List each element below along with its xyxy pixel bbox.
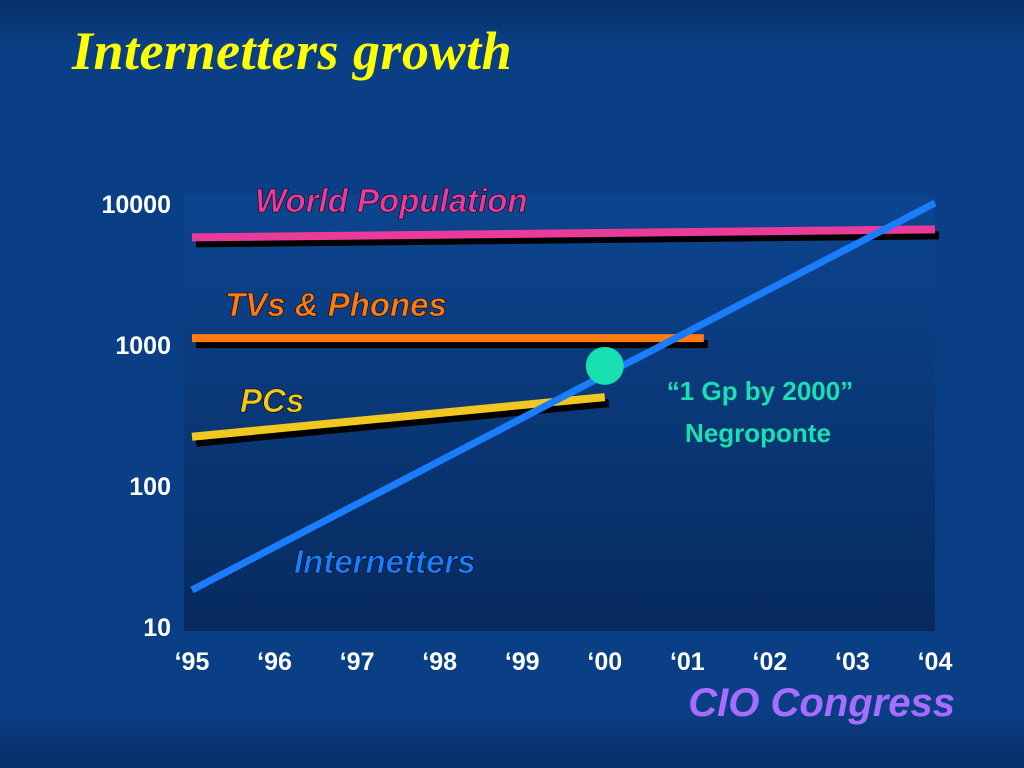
x-tick-label: ‘96 xyxy=(257,648,292,676)
x-tick-label: ‘98 xyxy=(422,648,457,676)
x-tick-label: ‘97 xyxy=(340,648,375,676)
series-label-pcs: PCs xyxy=(240,382,304,419)
x-tick-label: ‘04 xyxy=(918,648,953,676)
footer-label: CIO Congress xyxy=(688,681,955,725)
x-tick-label: ‘02 xyxy=(753,648,788,676)
x-tick-label: ‘99 xyxy=(505,648,540,676)
x-tick-label: ‘00 xyxy=(587,648,622,676)
series-label-tvs-phones: TVs & Phones xyxy=(225,286,447,323)
x-tick-label: ‘03 xyxy=(835,648,870,676)
series-line-internetters xyxy=(190,199,937,594)
y-tick-label: 10000 xyxy=(101,191,171,219)
series-line-pcs xyxy=(191,393,606,441)
y-tick-label: 10 xyxy=(143,614,171,642)
x-tick-label: ‘01 xyxy=(670,648,705,676)
y-tick-label: 1000 xyxy=(115,332,171,360)
slide-title: Internetters growth xyxy=(72,21,513,81)
series-label-world-population: World Population xyxy=(255,182,528,219)
series-shadow-world-population xyxy=(195,231,940,248)
y-tick-label: 100 xyxy=(129,473,171,501)
series-line-world-population xyxy=(191,225,936,242)
series-label-internetters: Internetters xyxy=(294,543,476,580)
annotation-author: Negroponte xyxy=(685,418,831,448)
milestone-marker xyxy=(585,346,624,385)
annotation-quote: “1 Gp by 2000” xyxy=(667,376,853,406)
x-tick-label: ‘95 xyxy=(175,648,210,676)
